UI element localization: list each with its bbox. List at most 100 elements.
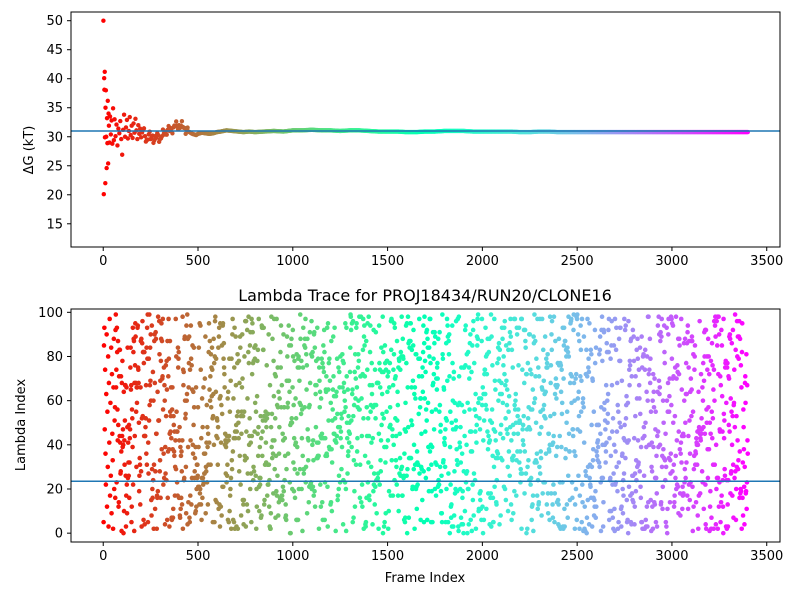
delta-g-point [124, 117, 130, 123]
lambda-trace-point [233, 435, 238, 441]
delta-g-point [104, 134, 109, 139]
lambda-trace-point [741, 407, 746, 412]
lambda-trace-point [639, 334, 644, 339]
lambda-trace-point [162, 522, 168, 527]
lambda-trace-point [186, 385, 191, 390]
delta-g-point [102, 69, 107, 74]
lambda-trace-point [505, 431, 510, 437]
lambda-trace-point [434, 462, 439, 468]
lambda-trace-point [549, 332, 554, 337]
lambda-trace-point [740, 513, 746, 518]
lambda-trace-point [371, 488, 376, 494]
lambda-trace-point [201, 385, 206, 390]
lambda-trace-point [264, 424, 269, 430]
lambda-trace-point [103, 482, 109, 487]
lambda-trace-point [208, 374, 213, 379]
lambda-trace-point [559, 400, 565, 406]
lambda-trace-point [260, 429, 265, 434]
lambda-trace-point [479, 402, 485, 408]
lambda-trace-point [107, 316, 112, 322]
lambda-trace-point [620, 451, 625, 456]
delta-g-point [179, 119, 185, 124]
lambda-trace-point [234, 429, 240, 434]
lambda-trace-point [153, 336, 159, 342]
lambda-trace-point [283, 502, 288, 507]
lambda-trace-point [400, 493, 405, 498]
lambda-trace-point [606, 327, 611, 333]
lambda-trace-point [244, 327, 250, 333]
lambda-trace-point [507, 473, 513, 479]
lambda-trace-point [580, 499, 585, 505]
lambda-trace-point [661, 420, 666, 426]
lambda-trace-point [402, 515, 408, 521]
lambda-trace-point [376, 380, 381, 386]
lambda-trace-x-tick-label: 1000 [276, 549, 309, 564]
lambda-trace-point [656, 378, 662, 384]
lambda-trace-point [737, 336, 743, 342]
lambda-trace-point [311, 329, 317, 335]
lambda-trace-point [124, 510, 130, 516]
lambda-trace-point [368, 323, 373, 328]
lambda-trace-point [467, 376, 472, 381]
delta-g-y-axis-label: ΔG (kT) [22, 126, 37, 175]
lambda-trace-point [593, 504, 599, 509]
lambda-trace-point [458, 515, 464, 521]
lambda-trace-point [372, 367, 378, 373]
lambda-trace-point [313, 391, 318, 397]
lambda-trace-point [535, 365, 541, 370]
lambda-trace-point [612, 316, 618, 322]
lambda-trace-point [352, 369, 357, 375]
lambda-trace-point [706, 354, 712, 359]
lambda-trace-point [259, 513, 264, 518]
lambda-trace-point [636, 460, 641, 465]
lambda-trace-point [255, 431, 260, 437]
lambda-trace-point [321, 369, 327, 375]
lambda-trace-point [283, 517, 289, 523]
lambda-trace-point [665, 380, 671, 386]
lambda-trace-point [178, 444, 183, 450]
lambda-trace-point [262, 497, 267, 503]
lambda-trace-point [405, 424, 411, 430]
lambda-trace-point [312, 504, 318, 509]
lambda-trace-point [368, 409, 373, 414]
lambda-trace-point [589, 464, 595, 470]
lambda-trace-point [735, 438, 740, 443]
lambda-trace-point [385, 526, 391, 532]
lambda-trace-point [127, 460, 132, 465]
lambda-trace-point [166, 316, 171, 322]
lambda-trace-point [156, 418, 162, 423]
lambda-trace-point [497, 347, 503, 353]
lambda-trace-point [660, 398, 666, 403]
lambda-trace-point [327, 356, 332, 361]
lambda-trace-point [291, 488, 297, 494]
lambda-trace-point [198, 502, 204, 507]
lambda-trace-point [272, 416, 278, 421]
lambda-trace-point [240, 376, 245, 381]
lambda-trace-point [325, 321, 331, 326]
lambda-trace-point [684, 460, 689, 465]
lambda-trace-point [530, 493, 536, 498]
lambda-trace-point [655, 433, 660, 439]
lambda-trace-point [454, 446, 459, 452]
lambda-trace-point [423, 429, 428, 434]
lambda-trace-point [531, 334, 536, 339]
lambda-trace-point [561, 325, 567, 331]
lambda-trace-point [552, 391, 558, 397]
lambda-trace-point [613, 347, 619, 353]
lambda-trace-point [278, 365, 284, 370]
lambda-trace-point [705, 336, 711, 342]
lambda-trace-point [264, 493, 270, 498]
lambda-trace-point [412, 526, 417, 532]
lambda-trace-point [335, 493, 341, 498]
lambda-trace-point [155, 488, 161, 494]
lambda-trace-point [377, 482, 382, 487]
lambda-trace-point [703, 522, 708, 527]
lambda-trace-point [717, 374, 723, 379]
lambda-trace-point [608, 508, 614, 514]
lambda-trace-point [446, 338, 451, 344]
lambda-trace-point [354, 325, 359, 331]
lambda-trace-point [196, 345, 202, 350]
lambda-trace-point [709, 340, 715, 346]
lambda-trace-point [233, 382, 239, 388]
lambda-trace-point [388, 347, 394, 353]
